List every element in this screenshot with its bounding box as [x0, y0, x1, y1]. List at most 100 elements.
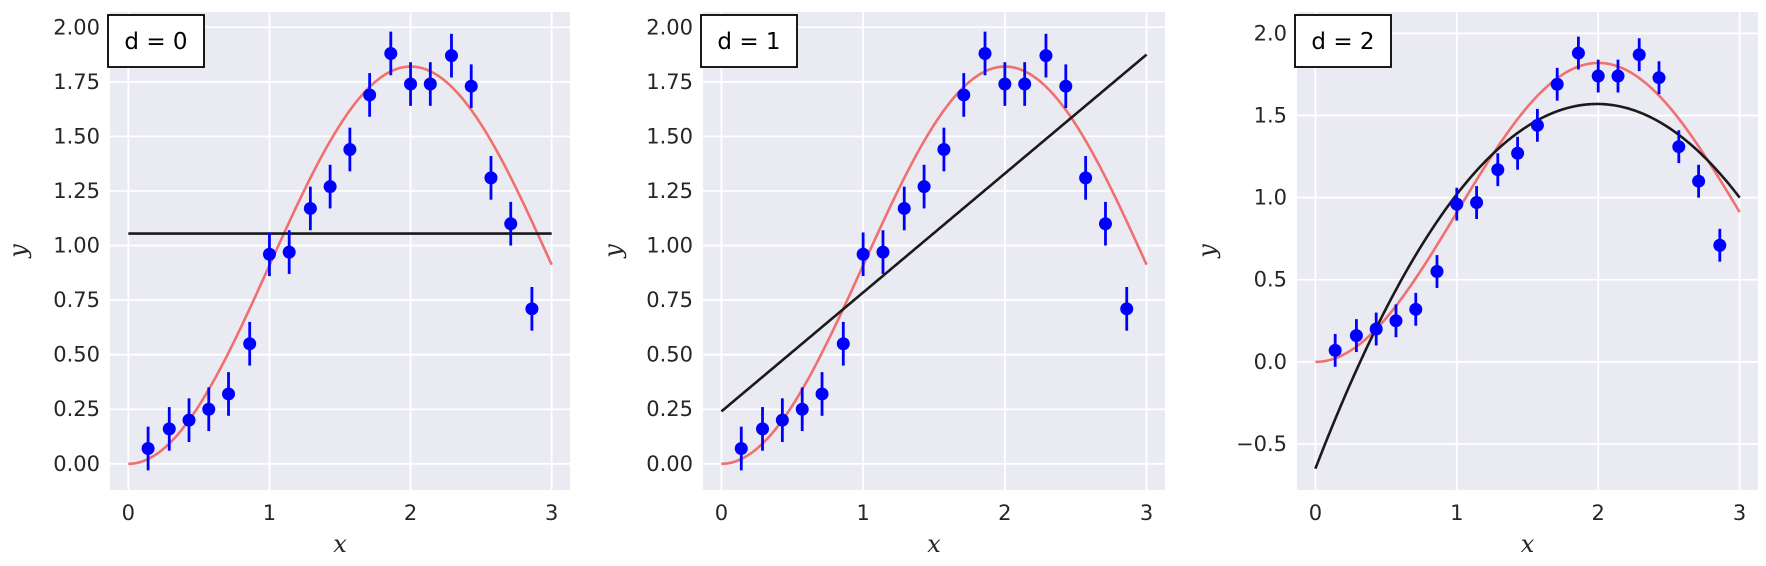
x-tick-label: 1: [263, 501, 276, 525]
plot-background: [703, 12, 1165, 490]
x-tick-label: 0: [122, 501, 135, 525]
data-point: [404, 77, 418, 91]
y-tick-label: 0.50: [53, 343, 100, 367]
plot-background: [110, 12, 570, 490]
x-tick-label: 2: [998, 501, 1011, 525]
y-tick-label: 0.25: [646, 397, 693, 421]
x-tick-label: 0: [715, 501, 728, 525]
annotation-label: d = 1: [717, 29, 780, 55]
y-tick-label: 2.00: [646, 15, 693, 39]
y-tick-label: 0.25: [53, 397, 100, 421]
y-tick-label: 0.0: [1254, 350, 1287, 374]
plot-background: [1297, 12, 1758, 490]
panel-1: 0 1 2 3 0.00 0.25 0.50 0.75 1.00 1.25 1.50 1.75 2.00…: [4, 12, 570, 558]
y-axis-label: y: [4, 244, 32, 259]
data-point: [464, 79, 478, 93]
x-tick-label: 3: [1140, 501, 1153, 525]
data-point: [998, 77, 1012, 91]
y-tick-label: 1.50: [646, 124, 693, 148]
data-point: [1349, 329, 1363, 343]
data-point: [957, 88, 971, 102]
data-point: [1713, 238, 1727, 252]
annotation-label: d = 0: [124, 29, 187, 55]
data-point: [1098, 217, 1112, 231]
plot-area: [720, 31, 1148, 471]
data-point: [795, 402, 809, 416]
data-point: [343, 143, 357, 157]
true-curve: [721, 65, 1148, 466]
y-tick-label: −0.5: [1236, 432, 1287, 456]
data-point: [1369, 322, 1383, 336]
fit-line: [720, 53, 1148, 413]
x-tick-label: 1: [856, 501, 869, 525]
true-curve: [128, 65, 553, 466]
data-point: [1389, 314, 1403, 328]
data-point: [836, 337, 850, 351]
annotation-box: [107, 14, 205, 68]
y-tick-label: 0.75: [53, 288, 100, 312]
y-tick-label: 1.5: [1254, 103, 1287, 127]
data-point: [1692, 174, 1706, 188]
data-point: [222, 387, 236, 401]
data-point: [1470, 196, 1484, 210]
data-point: [1491, 163, 1505, 177]
data-point: [182, 413, 196, 427]
data-point: [1430, 265, 1444, 279]
x-axis-label: x: [333, 530, 347, 558]
data-point: [504, 217, 518, 231]
data-point: [282, 245, 296, 259]
x-axis-label: x: [927, 530, 941, 558]
data-point: [363, 88, 377, 102]
plot-area: [128, 31, 553, 471]
y-axis-label: y: [1193, 244, 1221, 259]
data-point: [243, 337, 257, 351]
x-tick-label: 2: [404, 501, 417, 525]
x-tick-label: 1: [1450, 501, 1463, 525]
x-tick-label: 3: [545, 501, 558, 525]
data-point: [917, 180, 931, 194]
data-point: [1079, 171, 1093, 185]
data-point: [1530, 118, 1544, 132]
data-point: [1059, 79, 1073, 93]
true-curve: [1315, 61, 1741, 364]
annotation-box: [700, 14, 798, 68]
data-point: [384, 46, 398, 60]
y-tick-label: 1.0: [1254, 186, 1287, 210]
plot-area: [1314, 36, 1741, 470]
data-point: [423, 77, 437, 91]
data-point: [734, 442, 748, 456]
x-axis-label: x: [1521, 530, 1535, 558]
data-point: [1039, 49, 1053, 63]
data-point: [756, 422, 770, 436]
annotation-box: [1294, 14, 1392, 68]
data-point: [897, 201, 911, 215]
y-tick-label: 0.00: [646, 452, 693, 476]
y-tick-label: 1.00: [646, 234, 693, 258]
data-point: [1450, 197, 1464, 211]
data-point: [937, 143, 951, 157]
data-point: [876, 245, 890, 259]
y-tick-label: 0.5: [1254, 268, 1287, 292]
panel-2: 0 1 2 3 0.00 0.25 0.50 0.75 1.00 1.25 1.50 1.75 2.00…: [599, 12, 1165, 558]
data-point: [1511, 146, 1525, 160]
data-point: [162, 422, 176, 436]
data-point: [1328, 343, 1342, 357]
data-point: [444, 49, 458, 63]
data-point: [1120, 302, 1134, 316]
data-point: [323, 180, 337, 194]
y-tick-label: 2.0: [1254, 21, 1287, 45]
x-tick-label: 3: [1733, 501, 1746, 525]
data-point: [856, 247, 870, 261]
y-tick-label: 1.00: [53, 234, 100, 258]
data-point: [978, 46, 992, 60]
fit-line: [1314, 102, 1741, 470]
y-tick-label: 1.50: [53, 124, 100, 148]
y-tick-label: 2.00: [53, 15, 100, 39]
data-point: [1652, 71, 1666, 85]
data-point: [775, 413, 789, 427]
data-point: [525, 302, 539, 316]
data-point: [262, 247, 276, 261]
data-point: [1571, 46, 1585, 60]
data-point: [1550, 77, 1564, 91]
